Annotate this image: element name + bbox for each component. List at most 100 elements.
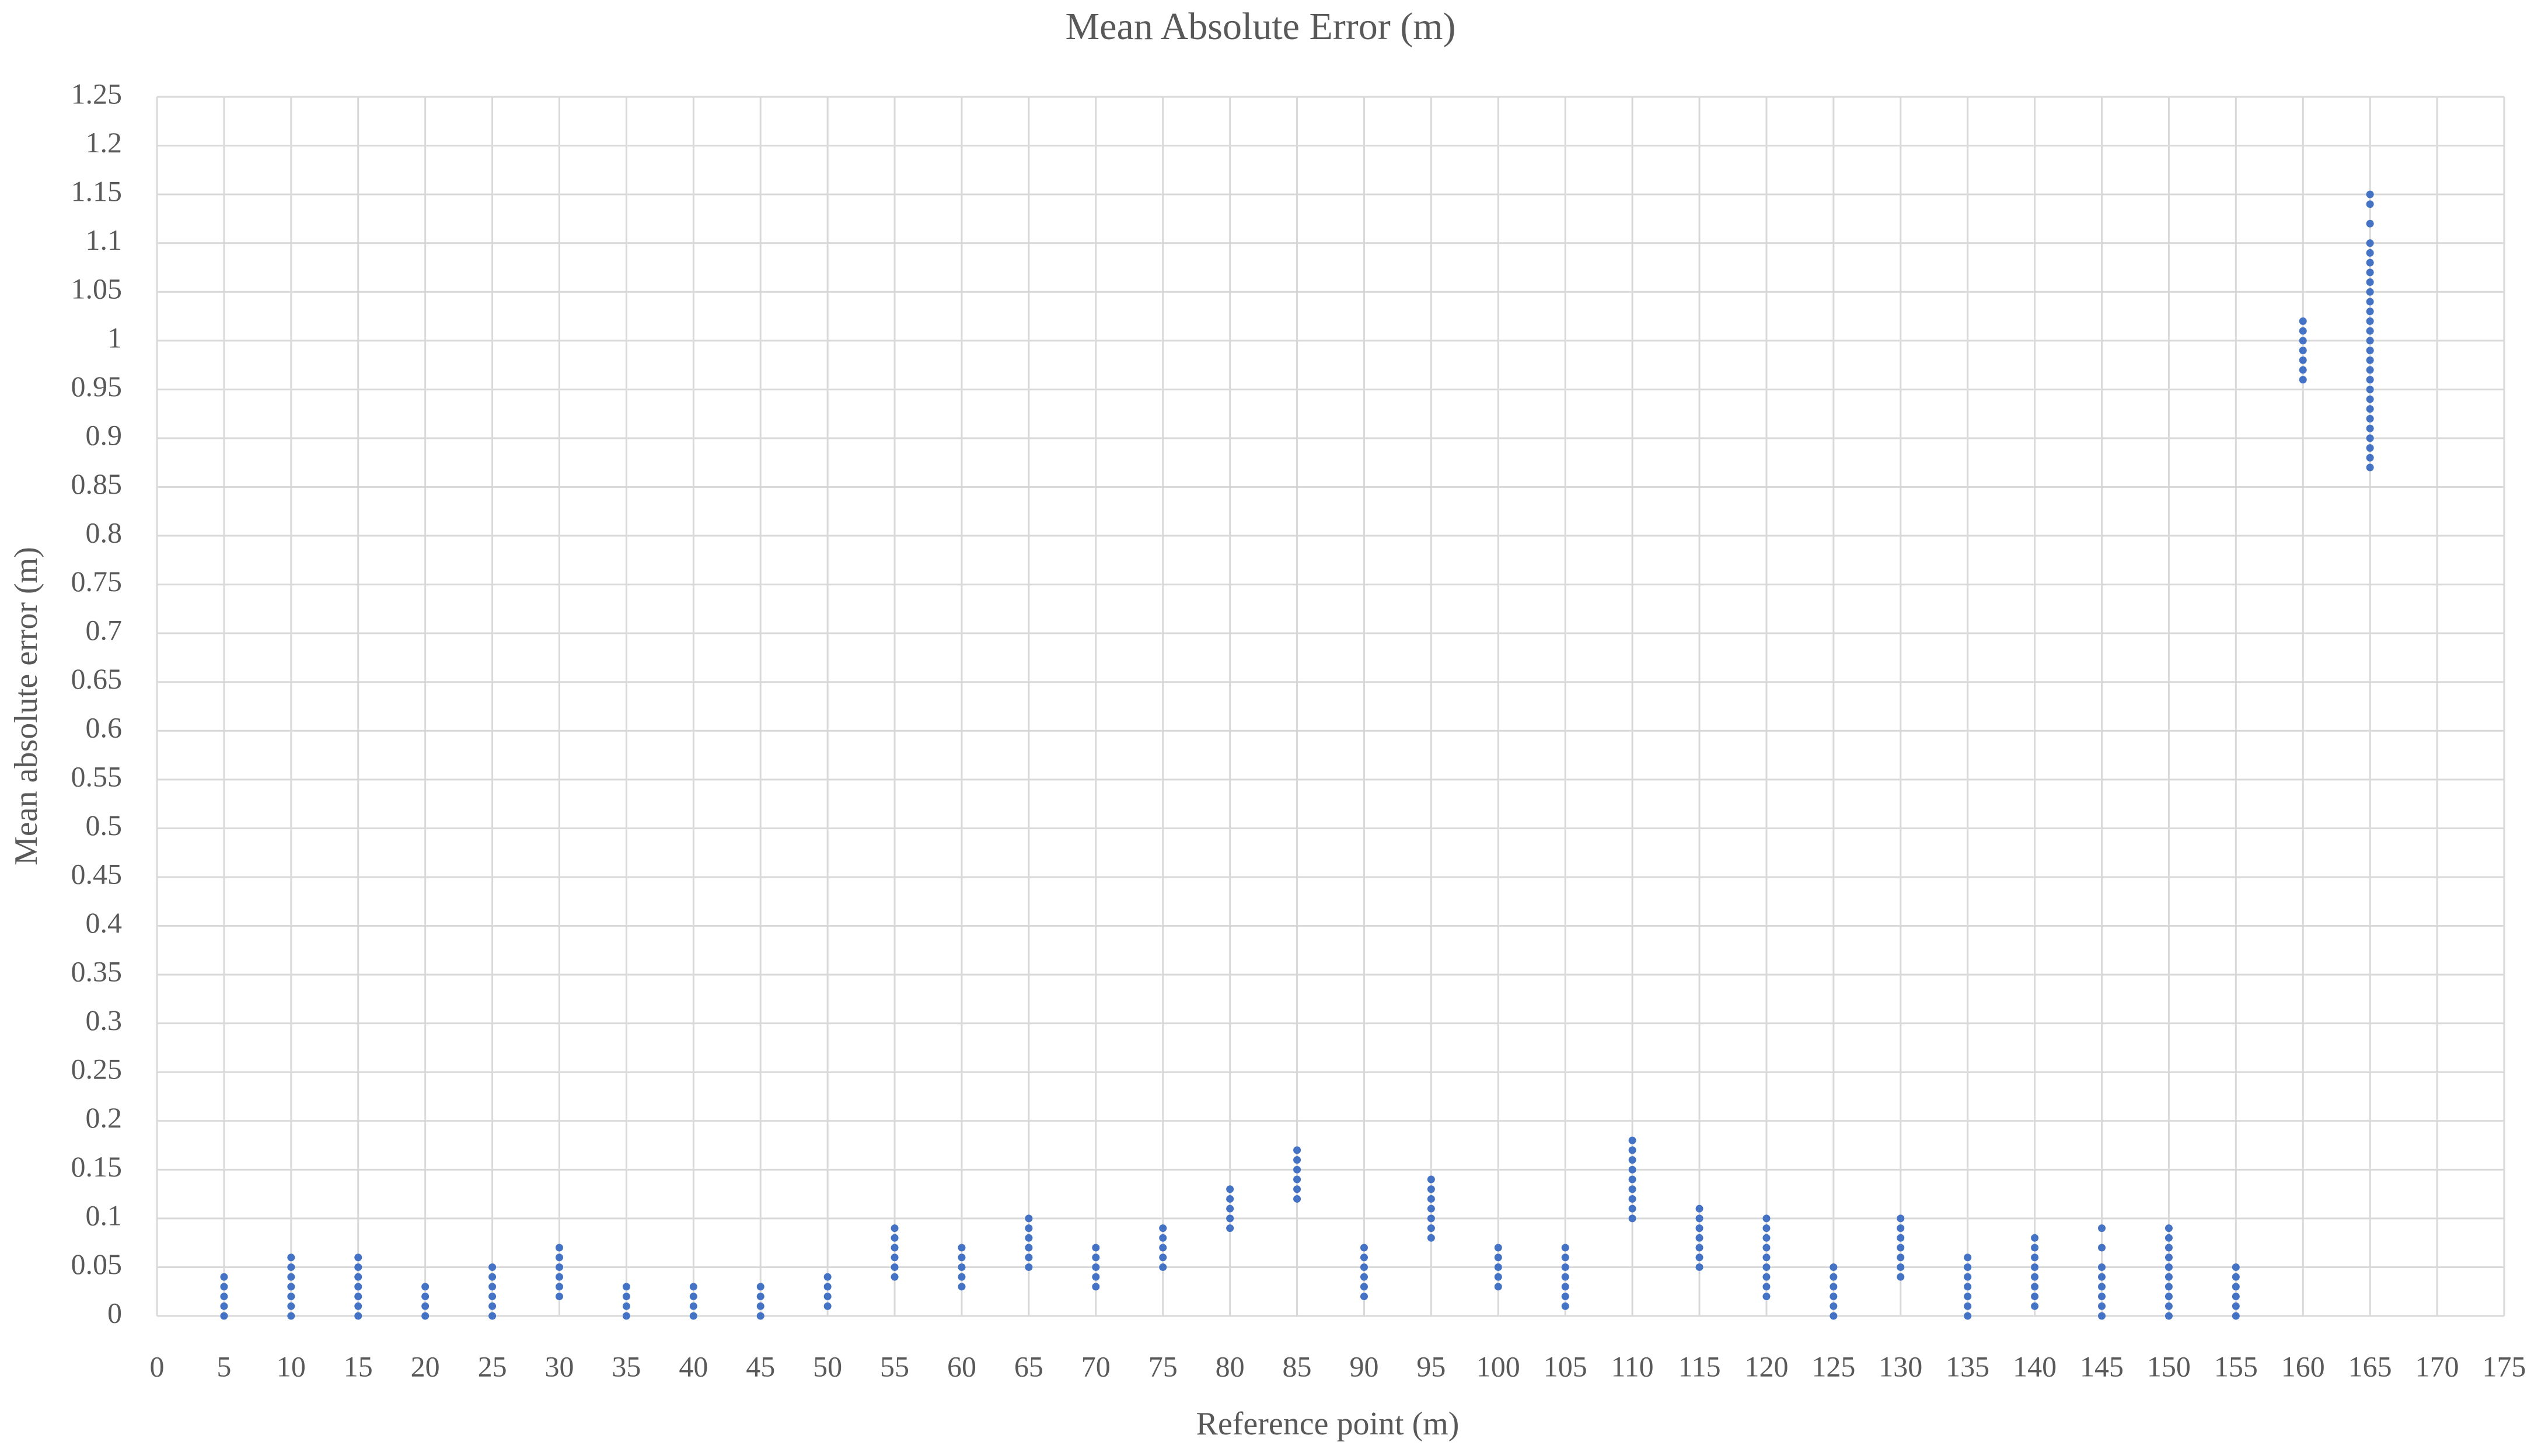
x-tick-label: 110 <box>1611 1350 1654 1382</box>
point <box>1360 1254 1368 1262</box>
point <box>622 1312 630 1320</box>
point <box>2366 453 2374 462</box>
point <box>2165 1234 2173 1242</box>
point <box>1494 1273 1502 1281</box>
point <box>354 1302 362 1310</box>
x-tick-label: 35 <box>612 1350 641 1382</box>
x-tick-label: 10 <box>277 1350 306 1382</box>
y-tick-label: 0.65 <box>71 662 123 695</box>
point <box>1427 1234 1435 1242</box>
point <box>2031 1283 2039 1291</box>
point <box>622 1302 630 1310</box>
point <box>1360 1293 1368 1301</box>
point <box>1830 1302 1838 1310</box>
y-tick-label: 0.25 <box>71 1053 123 1085</box>
point <box>2366 200 2374 208</box>
point <box>354 1283 362 1291</box>
point <box>891 1273 899 1281</box>
point <box>287 1302 295 1310</box>
point <box>1025 1224 1033 1232</box>
point <box>2098 1224 2106 1232</box>
point <box>1025 1214 1033 1223</box>
y-tick-label: 0.2 <box>86 1101 123 1134</box>
chart-title: Mean Absolute Error (m) <box>1066 5 1456 48</box>
point <box>2366 376 2374 384</box>
y-tick-label: 0.9 <box>86 418 123 451</box>
point <box>1628 1195 1636 1203</box>
x-tick-label: 130 <box>1879 1350 1922 1382</box>
point <box>1092 1273 1100 1281</box>
point <box>488 1312 497 1320</box>
x-tick-label: 50 <box>813 1350 842 1382</box>
y-tick-label: 0.6 <box>86 711 123 744</box>
point <box>2098 1293 2106 1301</box>
point <box>823 1283 832 1291</box>
point <box>1628 1165 1636 1174</box>
point <box>2299 337 2307 345</box>
point <box>287 1254 295 1262</box>
x-tick-label: 165 <box>2348 1350 2392 1382</box>
x-tick-label: 20 <box>411 1350 440 1382</box>
point <box>2165 1302 2173 1310</box>
point <box>1628 1156 1636 1164</box>
point <box>1897 1244 1905 1252</box>
point <box>2366 424 2374 432</box>
x-tick-label: 115 <box>1678 1350 1720 1382</box>
point <box>823 1293 832 1301</box>
point <box>2366 463 2374 472</box>
point <box>958 1244 966 1252</box>
point <box>2031 1302 2039 1310</box>
y-tick-label: 1.2 <box>86 126 123 159</box>
point <box>2098 1273 2106 1281</box>
x-tick-label: 15 <box>344 1350 373 1382</box>
point <box>1695 1234 1703 1242</box>
point <box>2232 1312 2240 1320</box>
point <box>2098 1312 2106 1320</box>
point <box>1427 1224 1435 1232</box>
x-tick-label: 40 <box>679 1350 708 1382</box>
y-tick-label: 0.55 <box>71 760 123 792</box>
point <box>1092 1283 1100 1291</box>
x-tick-label: 85 <box>1283 1350 1312 1382</box>
point <box>1762 1293 1771 1301</box>
point <box>1561 1283 1569 1291</box>
point <box>756 1293 764 1301</box>
point <box>2366 444 2374 452</box>
point <box>2165 1293 2173 1301</box>
point <box>2366 395 2374 403</box>
y-tick-label: 0.4 <box>86 906 123 939</box>
point <box>2366 317 2374 325</box>
point <box>622 1293 630 1301</box>
point <box>2232 1302 2240 1310</box>
point <box>555 1263 563 1271</box>
x-tick-label: 30 <box>544 1350 574 1382</box>
point <box>2165 1283 2173 1291</box>
point <box>689 1312 697 1320</box>
point <box>421 1312 430 1320</box>
point <box>1092 1244 1100 1252</box>
point <box>2232 1263 2240 1271</box>
point <box>1561 1302 1569 1310</box>
x-tick-label: 60 <box>947 1350 976 1382</box>
point <box>1025 1263 1033 1271</box>
point <box>1159 1224 1167 1232</box>
x-tick-label: 145 <box>2080 1350 2124 1382</box>
point <box>1695 1204 1703 1213</box>
y-tick-label: 0.85 <box>71 467 123 500</box>
point <box>488 1293 497 1301</box>
point <box>1628 1146 1636 1154</box>
point <box>354 1312 362 1320</box>
y-tick-label: 0.8 <box>86 516 123 549</box>
point <box>2031 1244 2039 1252</box>
point <box>1293 1175 1301 1183</box>
point <box>1360 1273 1368 1281</box>
point <box>1628 1204 1636 1213</box>
point <box>689 1293 697 1301</box>
point <box>2366 385 2374 393</box>
y-tick-label: 1.1 <box>86 224 123 256</box>
point <box>891 1234 899 1242</box>
point <box>2366 219 2374 228</box>
point <box>1494 1263 1502 1271</box>
x-tick-label: 45 <box>746 1350 775 1382</box>
